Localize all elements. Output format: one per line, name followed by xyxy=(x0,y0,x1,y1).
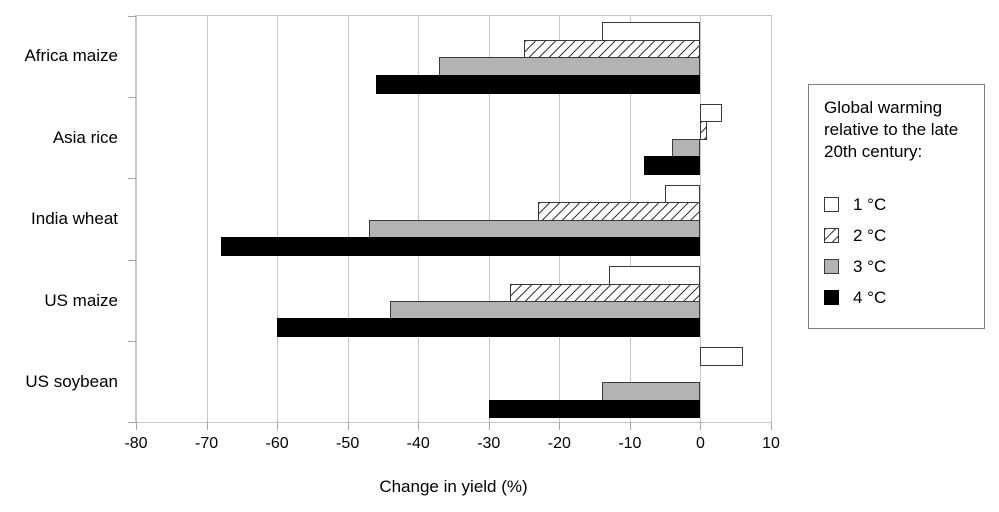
category-label-india-wheat: India wheat xyxy=(31,209,118,229)
x-axis-tick xyxy=(488,422,490,430)
x-axis-tick xyxy=(206,422,208,430)
legend: Global warming relative to the late 20th… xyxy=(808,84,985,329)
legend-item-label: 1 °C xyxy=(853,194,887,214)
x-axis-tick xyxy=(700,422,702,430)
bar-asia-rice-4-c xyxy=(644,156,701,175)
bar-africa-maize-4-c xyxy=(375,74,701,94)
plot-area xyxy=(128,15,772,430)
x-tick-label: -60 xyxy=(265,435,289,452)
category-label-africa-maize: Africa maize xyxy=(24,46,118,65)
x-tick-label: -30 xyxy=(477,435,501,452)
category-label-us-maize: US maize xyxy=(44,290,118,310)
bar-us-maize-3-c xyxy=(390,301,701,320)
gridline-10 xyxy=(771,16,772,422)
x-axis-tick xyxy=(629,422,631,430)
x-tick-label: -10 xyxy=(618,435,642,452)
x-tick-label: -50 xyxy=(336,435,360,452)
x-axis-tick xyxy=(559,422,561,430)
legend-item-4-c: 4 °C xyxy=(824,282,976,313)
category-axis-tick xyxy=(128,422,136,423)
bar-africa-maize-1-c xyxy=(601,22,701,42)
x-tick-label: -80 xyxy=(124,435,148,452)
bar-us-soybean-4-c xyxy=(488,399,701,419)
x-axis-tick xyxy=(771,422,772,430)
gridline-50 xyxy=(347,16,349,422)
bar-us-maize-2-c xyxy=(509,283,701,303)
bar-us-maize-4-c xyxy=(277,318,701,338)
category-axis-tick xyxy=(128,178,136,180)
gridline-40 xyxy=(418,16,420,422)
legend-item-1-c: 1 °C xyxy=(824,189,976,220)
x-tick-label: -70 xyxy=(194,435,219,452)
category-label-asia-rice: Asia rice xyxy=(52,127,118,147)
bar-asia-rice-1-c xyxy=(700,103,722,123)
x-axis-tick xyxy=(136,422,137,430)
legend-swatch-4-c xyxy=(824,290,839,305)
bar-us-soybean-3-c xyxy=(601,382,701,401)
bar-africa-maize-3-c xyxy=(439,57,701,77)
category-axis-tick xyxy=(128,97,136,99)
x-tick-label: -40 xyxy=(406,435,430,452)
gridline-60 xyxy=(277,16,279,422)
gridline-70 xyxy=(206,16,208,422)
bar-india-wheat-1-c xyxy=(665,184,701,204)
legend-title: Global warming relative to the late 20th… xyxy=(824,98,959,161)
legend-item-label: 3 °C xyxy=(853,256,887,276)
legend-item-label: 4 °C xyxy=(853,287,887,307)
bar-india-wheat-4-c xyxy=(220,237,701,256)
bar-india-wheat-2-c xyxy=(538,202,701,222)
legend-item-2-c: 2 °C xyxy=(824,220,976,251)
bar-africa-maize-2-c xyxy=(524,39,701,59)
bar-india-wheat-3-c xyxy=(368,219,701,239)
bar-asia-rice-2-c xyxy=(700,121,708,140)
bar-asia-rice-3-c xyxy=(672,138,701,158)
legend-item-3-c: 3 °C xyxy=(824,251,976,282)
gridline-0 xyxy=(700,16,702,422)
x-tick-label: 10 xyxy=(762,435,780,452)
x-axis-tick xyxy=(347,422,349,430)
x-tick-label: 0 xyxy=(695,435,705,452)
legend-swatch-2-c xyxy=(824,228,839,243)
gridline-30 xyxy=(488,16,490,422)
bar-us-soybean-1-c xyxy=(700,347,743,366)
gridline-80 xyxy=(136,16,137,422)
legend-item-label: 2 °C xyxy=(853,225,887,245)
x-axis-tick xyxy=(277,422,279,430)
category-axis-tick xyxy=(128,259,136,261)
x-axis-title: Change in yield (%) xyxy=(379,477,528,496)
category-axis-tick xyxy=(128,340,136,342)
category-label-us-soybean: US soybean xyxy=(25,372,118,392)
legend-swatch-3-c xyxy=(824,259,839,274)
bar-us-maize-1-c xyxy=(608,266,701,285)
legend-swatch-1-c xyxy=(824,197,839,212)
x-tick-label: -20 xyxy=(547,435,571,452)
category-axis-tick xyxy=(128,16,136,17)
x-axis-tick xyxy=(418,422,420,430)
legend-items: 1 °C 2 °C 3 °C 4 °C xyxy=(824,189,976,313)
